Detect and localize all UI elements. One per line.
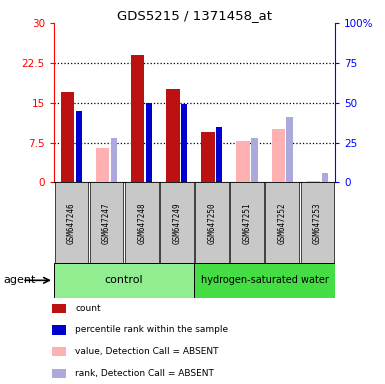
Text: control: control (105, 275, 144, 285)
Bar (181, 104, 187, 182)
Bar (271, 129, 285, 182)
Bar (52, 326, 66, 334)
Bar (195, 182, 229, 263)
Bar (307, 181, 320, 182)
Text: GSM647252: GSM647252 (278, 202, 287, 243)
Bar (90, 182, 124, 263)
Bar (111, 138, 117, 182)
Bar (61, 92, 74, 182)
Bar (216, 127, 223, 182)
Text: percentile rank within the sample: percentile rank within the sample (75, 326, 228, 334)
Bar (125, 182, 159, 263)
Bar (75, 111, 82, 182)
Text: value, Detection Call = ABSENT: value, Detection Call = ABSENT (75, 347, 219, 356)
Bar (55, 182, 88, 263)
Text: GSM647250: GSM647250 (208, 202, 216, 243)
Bar (52, 369, 66, 378)
Bar (301, 182, 334, 263)
Bar (201, 132, 215, 182)
Text: GSM647246: GSM647246 (67, 202, 76, 243)
Bar (194, 263, 335, 298)
Title: GDS5215 / 1371458_at: GDS5215 / 1371458_at (117, 9, 272, 22)
Text: GSM647247: GSM647247 (102, 202, 111, 243)
Text: GSM647248: GSM647248 (137, 202, 146, 243)
Bar (321, 173, 328, 182)
Bar (54, 263, 194, 298)
Bar (166, 89, 179, 182)
Text: rank, Detection Call = ABSENT: rank, Detection Call = ABSENT (75, 369, 214, 378)
Bar (251, 138, 258, 182)
Bar (52, 347, 66, 356)
Bar (146, 103, 152, 182)
Bar (131, 55, 144, 182)
Text: GSM647249: GSM647249 (172, 202, 181, 243)
Bar (236, 141, 250, 182)
Text: GSM647251: GSM647251 (243, 202, 252, 243)
Text: agent: agent (4, 275, 36, 285)
Bar (230, 182, 264, 263)
Bar (96, 148, 109, 182)
Text: count: count (75, 304, 101, 313)
Bar (52, 304, 66, 313)
Bar (286, 117, 293, 182)
Text: hydrogen-saturated water: hydrogen-saturated water (201, 275, 329, 285)
Text: GSM647253: GSM647253 (313, 202, 322, 243)
Bar (265, 182, 299, 263)
Bar (160, 182, 194, 263)
